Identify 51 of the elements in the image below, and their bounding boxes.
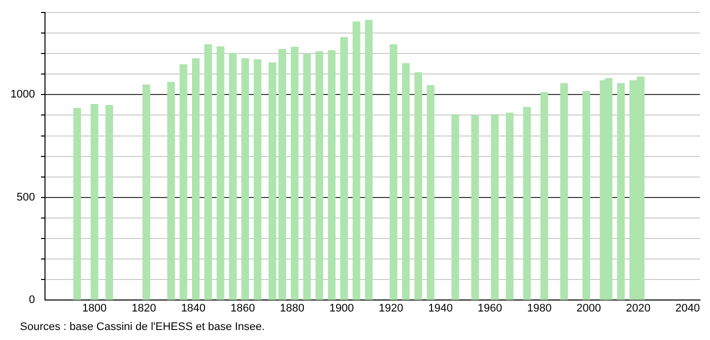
bar [328, 50, 336, 300]
bar [352, 22, 360, 300]
bar [268, 62, 276, 300]
bar [540, 92, 548, 300]
bar [506, 112, 514, 300]
bar [278, 49, 286, 300]
bar [523, 106, 531, 300]
bar [617, 83, 625, 300]
y-tick-label: 500 [16, 191, 35, 204]
x-tick-label: 1820 [132, 302, 156, 315]
x-tick-label: 1940 [428, 302, 453, 315]
x-tick-label: 1960 [478, 302, 502, 315]
bar [142, 84, 150, 300]
x-tick-label: 1800 [82, 302, 107, 315]
bar [426, 85, 434, 300]
source-note: Sources : base Cassini de l'EHESS et base Insee. [20, 321, 265, 333]
bar [180, 64, 188, 300]
bar [105, 105, 114, 300]
bar [340, 37, 348, 300]
x-tick-label: 2040 [675, 302, 700, 315]
bar [192, 58, 200, 300]
y-tick-label: 1000 [10, 88, 35, 101]
x-tick-label: 2000 [576, 302, 602, 315]
bar [560, 83, 568, 300]
bar [254, 59, 262, 300]
bar [90, 104, 98, 300]
bar [290, 46, 298, 300]
bar [390, 44, 398, 300]
bar [303, 54, 311, 300]
bar [167, 82, 175, 300]
bar [451, 114, 460, 300]
x-tick-label: 1840 [181, 302, 206, 315]
bar [364, 20, 373, 300]
bar [216, 46, 224, 300]
x-tick-label: 1880 [280, 302, 304, 315]
bar [414, 72, 422, 300]
bar [204, 44, 212, 300]
x-tick-label: 2020 [626, 302, 650, 315]
x-tick-label: 1860 [230, 302, 255, 315]
y-tick-label: 0 [28, 294, 35, 306]
bar [582, 91, 590, 300]
bar [229, 53, 237, 300]
x-tick-label: 1980 [527, 302, 552, 315]
bar [402, 63, 410, 300]
bar [491, 114, 499, 300]
bar [73, 108, 81, 300]
x-tick-label: 1920 [378, 302, 404, 315]
bar [316, 51, 324, 300]
bar [241, 58, 250, 300]
x-tick-label: 1900 [329, 302, 354, 315]
bar [471, 116, 479, 300]
